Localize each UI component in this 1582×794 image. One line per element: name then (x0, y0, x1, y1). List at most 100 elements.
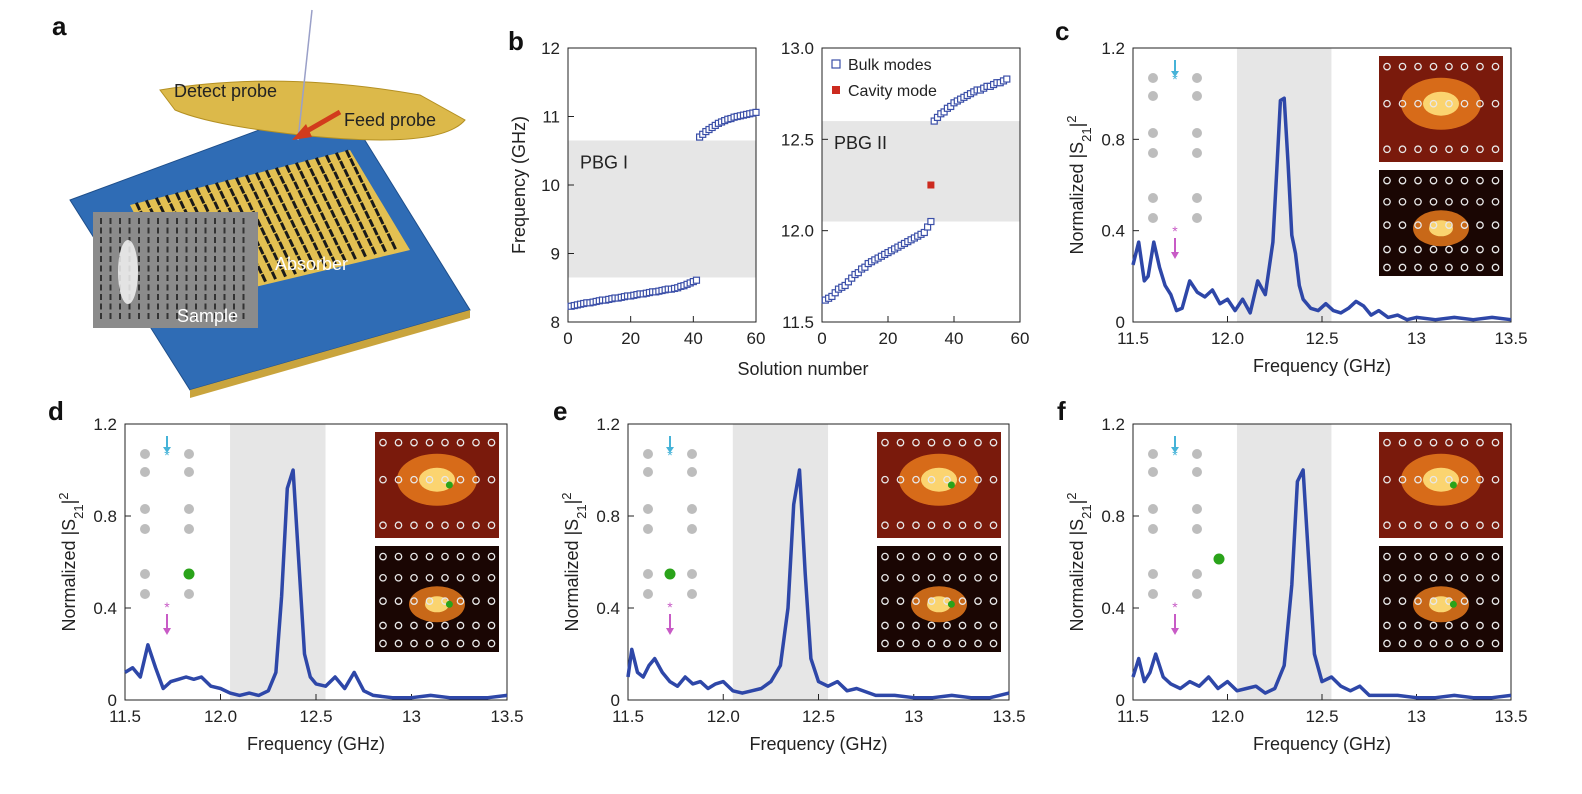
sample-rod (313, 176, 320, 185)
sample-rod (331, 190, 338, 199)
d-field-rod (410, 475, 418, 484)
sample-rod (134, 202, 142, 211)
sample-photo-rod (109, 227, 112, 234)
sample-rod (233, 196, 240, 205)
e-defect-dot (664, 568, 676, 580)
d-field-rod (410, 621, 418, 630)
c-field-rod (1460, 197, 1469, 206)
c-field-rod (1383, 145, 1391, 154)
sample-rod (345, 196, 352, 205)
sample-rod (288, 238, 295, 248)
f-field-rod (1383, 621, 1391, 630)
d-xtick-label: 13 (402, 707, 421, 726)
f-ytick-label: 0 (1116, 691, 1125, 710)
sample-photo-rod (100, 256, 102, 262)
sample-photo-rod (185, 294, 188, 300)
sample-rod (297, 189, 304, 199)
sample-photo-rod (128, 218, 131, 224)
sample-rod (337, 179, 344, 189)
sample-rod (336, 245, 343, 254)
f-field-rod (1460, 475, 1469, 484)
d-field-rod (456, 621, 465, 630)
sample-rod (269, 177, 276, 187)
f-field-rod (1476, 597, 1484, 605)
d-field-rod (487, 475, 496, 484)
sample-rod (364, 210, 371, 219)
d-defect-dot (183, 568, 195, 580)
b-right-bandgap (822, 121, 1020, 222)
e-field-rod (989, 475, 998, 484)
sample-rod (348, 223, 355, 233)
c-schematic-rod (1148, 148, 1158, 158)
sample-photo-rod (147, 294, 150, 300)
sample-photo-rod (109, 218, 112, 224)
c-field-rod (1476, 176, 1484, 185)
sample-photo-rod (214, 237, 216, 243)
c-source-arrowhead (1171, 71, 1179, 77)
d-field-rod (394, 621, 403, 630)
e-field-rod (912, 621, 920, 630)
f-field-rod (1491, 597, 1500, 605)
c-xtick-label: 13 (1407, 329, 1426, 348)
sample-rod (269, 224, 277, 234)
sample-photo-rod (242, 303, 245, 310)
f-schematic-rod (1148, 449, 1158, 459)
sample-rod (304, 225, 311, 234)
f-field-rod (1460, 597, 1469, 605)
d-xlabel: Frequency (GHz) (247, 734, 385, 754)
e-schematic-rod (643, 504, 653, 514)
c-field-rod (1383, 176, 1391, 185)
c-xlabel: Frequency (GHz) (1253, 356, 1391, 376)
c-xtick-label: 12.0 (1211, 329, 1244, 348)
sample-photo-rod (119, 246, 121, 253)
sample-photo-rod (223, 256, 226, 262)
sample-photo-rod (233, 256, 235, 262)
sample-rod (351, 185, 358, 194)
sample-photo-rod (119, 303, 121, 310)
c-source-star: * (1172, 71, 1178, 87)
f-field-rod (1398, 597, 1407, 605)
panel-label-a: a (52, 11, 67, 41)
sample-rod (303, 178, 310, 188)
sample-rod (299, 217, 307, 226)
d-field-rod (472, 639, 480, 648)
d-field-rod (379, 573, 387, 582)
sample-photo-rod (147, 313, 150, 319)
sample-photo-rod (166, 275, 169, 281)
sample-photo-rod (204, 227, 207, 234)
c-xtick-label: 12.5 (1305, 329, 1338, 348)
f-field-rod (1445, 573, 1453, 582)
sample-photo-rod (233, 294, 235, 300)
c-field-rod (1383, 197, 1391, 206)
d-field-rod (472, 573, 480, 582)
sample-rod (319, 212, 327, 221)
sample-rod (369, 199, 377, 209)
f-schematic-rod (1148, 467, 1158, 477)
panel-a: a Detect probe Feed probe Absorber Sampl… (52, 9, 471, 398)
f-field-rod (1383, 573, 1391, 582)
sample-rod (357, 174, 364, 184)
e-field-rod (927, 521, 936, 530)
e-field-rod (927, 639, 936, 648)
f-field-rod (1414, 521, 1422, 530)
d-field-rod (410, 521, 418, 530)
e-field-rod (943, 639, 951, 648)
d-field-rod (487, 597, 496, 605)
c-field-rod (1476, 62, 1484, 71)
sample-photo-rod (223, 246, 226, 253)
f-field-rod (1491, 621, 1500, 630)
e-field-rod (896, 521, 905, 530)
c-ylabel: Normalized |S21|2 (1064, 115, 1094, 254)
sample-rod (378, 216, 385, 225)
c-schematic-rod (1148, 213, 1158, 223)
sample-rod (349, 157, 356, 167)
sample-rod (199, 195, 206, 204)
f-field-rod (1445, 475, 1453, 484)
c-field-rod (1491, 99, 1500, 108)
d-xtick-label: 11.5 (109, 707, 141, 726)
sample-rod (265, 216, 272, 225)
sample-photo-rod (166, 303, 169, 310)
c-schematic-rod (1148, 91, 1158, 101)
sample-photo-rod (214, 313, 216, 319)
sample-photo-rod (100, 313, 102, 319)
